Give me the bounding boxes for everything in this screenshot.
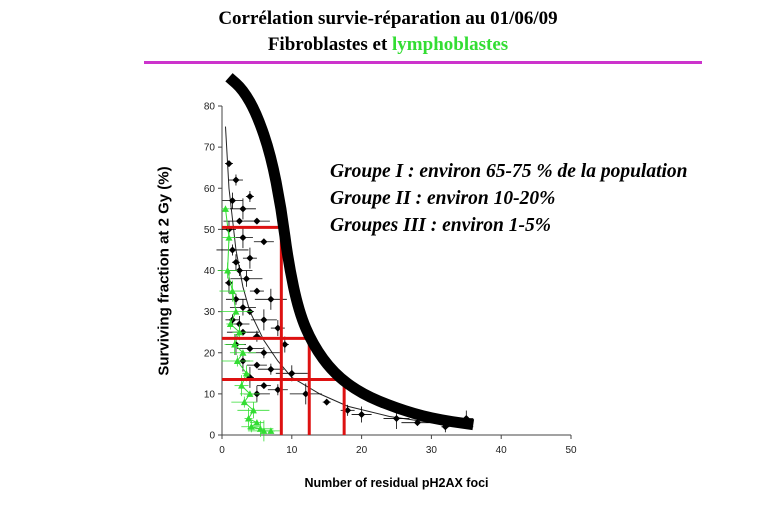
data-point-lymphoblast: [221, 205, 229, 212]
y-tick-label: 20: [204, 348, 216, 359]
data-point-fibroblast: [253, 361, 261, 369]
chart-title: Corrélation survie-réparation au 01/06/0…: [0, 6, 776, 58]
data-point-fibroblast: [235, 320, 243, 328]
data-point-fibroblast: [235, 217, 243, 225]
y-axis-label-text: Surviving fraction at 2 Gy (%): [155, 166, 173, 376]
data-point-fibroblast: [260, 238, 268, 246]
x-tick-label: 40: [496, 445, 508, 456]
x-axis-label: Number of residual pH2AX foci: [304, 476, 489, 490]
data-point-fibroblast: [260, 349, 268, 357]
annotation-group-3: Groupes III : environ 1-5%: [330, 215, 552, 236]
title-line-1: Corrélation survie-réparation au 01/06/0…: [218, 8, 558, 29]
data-point-fibroblast: [288, 369, 296, 377]
data-point-fibroblast: [267, 295, 275, 303]
y-tick-label: 50: [204, 225, 216, 236]
group-annotations: Groupe I : environ 65-75 % de la populat…: [330, 158, 688, 239]
x-tick-label: 0: [219, 445, 225, 456]
data-point-fibroblast: [344, 406, 352, 414]
data-point-fibroblast: [260, 316, 268, 324]
data-point-fibroblast: [260, 382, 268, 390]
y-tick-label: 0: [209, 431, 215, 442]
data-point-fibroblast: [253, 287, 261, 295]
lymphoblast-trend-line: [224, 208, 271, 432]
data-point-fibroblast: [274, 324, 282, 332]
data-point-fibroblast: [246, 192, 254, 200]
y-tick-label: 80: [204, 102, 216, 113]
x-tick-label: 50: [565, 445, 577, 456]
data-point-fibroblast: [232, 176, 240, 184]
data-point-fibroblast: [225, 160, 233, 168]
annotation-group-1: Groupe I : environ 65-75 % de la populat…: [330, 161, 688, 182]
title-line-2-black: Fibroblastes et: [267, 34, 393, 55]
data-point-fibroblast: [235, 267, 243, 274]
data-point-fibroblast: [413, 419, 421, 427]
y-tick-label: 10: [204, 389, 216, 400]
x-tick-label: 10: [286, 445, 298, 456]
data-point-fibroblast: [393, 415, 400, 423]
data-point-fibroblast: [246, 345, 254, 353]
data-point-fibroblast: [232, 258, 240, 266]
data-point-fibroblast: [239, 304, 247, 312]
x-tick-label: 30: [426, 445, 438, 456]
y-tick-label: 60: [204, 184, 216, 195]
data-point-fibroblast: [228, 197, 236, 205]
data-point-fibroblast: [323, 398, 331, 406]
title-line-2: Fibroblastes et lymphoblastes: [0, 32, 776, 58]
data-point-fibroblast: [274, 386, 282, 394]
data-point-fibroblast: [358, 410, 366, 418]
title-line-2-green: lymphoblastes: [392, 34, 509, 55]
data-point-fibroblast: [242, 275, 250, 283]
envelope-curve: [225, 73, 475, 431]
x-tick-label: 20: [356, 445, 368, 456]
y-tick-label: 70: [204, 143, 216, 154]
annotation-group-2: Groupe II : environ 10-20%: [330, 188, 556, 209]
data-point-fibroblast: [239, 234, 247, 242]
data-point-fibroblast: [267, 365, 275, 373]
data-point-fibroblast: [239, 205, 247, 213]
data-point-fibroblast: [228, 246, 236, 254]
data-point-fibroblast: [281, 341, 289, 349]
y-tick-label: 30: [204, 307, 216, 318]
data-point-fibroblast: [246, 254, 254, 262]
y-tick-label: 40: [204, 266, 216, 277]
title-underline: [144, 61, 702, 64]
data-point-fibroblast: [302, 390, 310, 398]
data-point-fibroblast: [253, 217, 261, 225]
